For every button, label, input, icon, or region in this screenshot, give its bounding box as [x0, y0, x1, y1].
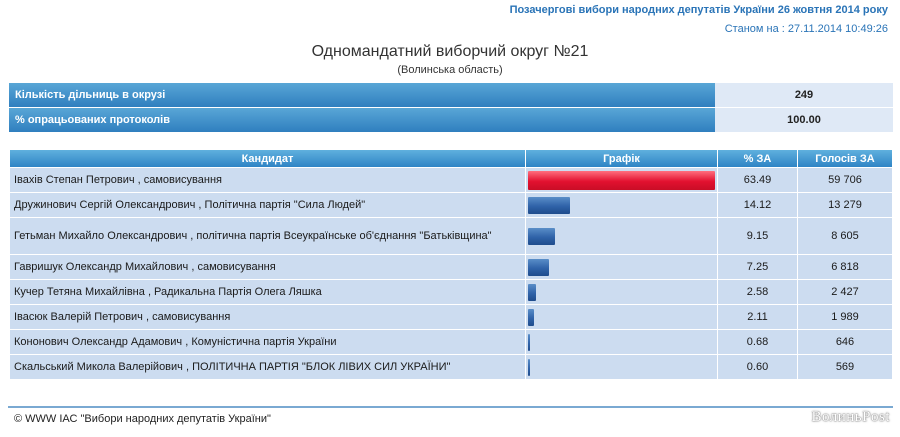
vote-bar — [528, 358, 531, 376]
candidate-cell: Дружинович Сергій Олександрович , Політи… — [10, 193, 525, 217]
column-header-graph: Графік — [526, 150, 717, 167]
percent-cell: 14.12 — [718, 193, 797, 217]
graph-cell — [526, 218, 717, 254]
vote-bar — [528, 170, 715, 190]
vote-bar — [528, 333, 531, 351]
candidate-name: Гавришук Олександр Михайлович — [14, 261, 189, 273]
candidate-cell: Івахів Степан Петрович , самовисування — [10, 168, 525, 192]
candidate-name: Івахів Степан Петрович — [14, 174, 135, 186]
votes-cell: 569 — [798, 355, 892, 379]
votes-cell: 13 279 — [798, 193, 892, 217]
summary-value: 249 — [715, 83, 893, 107]
percent-cell: 0.68 — [718, 330, 797, 354]
watermark-logo: ВолиньPost — [811, 409, 890, 425]
candidate-cell: Івасюк Валерій Петрович , самовисування — [10, 305, 525, 329]
candidate-name: Кучер Тетяна Михайлівна — [14, 286, 145, 298]
percent-cell: 2.58 — [718, 280, 797, 304]
candidate-cell: Кононович Олександр Адамович , Комуністи… — [10, 330, 525, 354]
candidate-name: Дружинович Сергій Олександрович — [14, 199, 196, 211]
status-timestamp: Станом на : 27.11.2014 10:49:26 — [724, 23, 888, 35]
candidate-party: , Комуністична партія України — [185, 336, 337, 348]
summary-value: 100.00 — [715, 108, 893, 132]
summary-row-stations: Кількість дільниць в окрузі 249 — [9, 83, 893, 107]
percent-cell: 63.49 — [718, 168, 797, 192]
column-header-candidate[interactable]: Кандидат — [10, 150, 525, 167]
candidate-name: Скальський Микола Валерійович — [14, 361, 183, 373]
candidate-cell: Гавришук Олександр Михайлович , самовису… — [10, 255, 525, 279]
graph-cell — [526, 305, 717, 329]
percent-cell: 9.15 — [718, 218, 797, 254]
graph-cell — [526, 168, 717, 192]
graph-cell — [526, 355, 717, 379]
election-title: Позачергові вибори народних депутатів Ук… — [509, 4, 888, 16]
candidate-cell: Кучер Тетяна Михайлівна , Радикальна Пар… — [10, 280, 525, 304]
vote-bar — [528, 258, 550, 276]
table-row: Скальський Микола Валерійович , ПОЛІТИЧН… — [10, 355, 892, 379]
percent-cell: 0.60 — [718, 355, 797, 379]
candidate-cell: Гетьман Михайло Олександрович , політичн… — [10, 218, 525, 254]
candidate-party: , Радикальна Партія Олега Ляшка — [147, 286, 322, 298]
votes-cell: 646 — [798, 330, 892, 354]
column-header-votes[interactable]: Голосів ЗА — [798, 150, 892, 167]
table-row: Кононович Олександр Адамович , Комуністи… — [10, 330, 892, 354]
table-row: Дружинович Сергій Олександрович , Політи… — [10, 193, 892, 217]
candidate-party: , політична партія Всеукраїнське об'єдна… — [190, 230, 492, 242]
percent-cell: 2.11 — [718, 305, 797, 329]
vote-bar — [528, 196, 570, 214]
candidate-cell: Скальський Микола Валерійович , ПОЛІТИЧН… — [10, 355, 525, 379]
candidate-party: , самовисування — [137, 174, 222, 186]
summary-table: Кількість дільниць в окрузі 249 % опраць… — [9, 82, 893, 133]
table-row: Кучер Тетяна Михайлівна , Радикальна Пар… — [10, 280, 892, 304]
summary-label: % опрацьованих протоколів — [9, 108, 715, 132]
results-table: Кандидат Графік % ЗА Голосів ЗА Івахів С… — [9, 149, 893, 380]
graph-cell — [526, 193, 717, 217]
votes-cell: 2 427 — [798, 280, 892, 304]
footer-divider — [8, 406, 893, 408]
candidate-name: Івасюк Валерій Петрович — [14, 311, 143, 323]
graph-cell — [526, 280, 717, 304]
percent-cell: 7.25 — [718, 255, 797, 279]
district-title: Одномандатний виборчий округ №21 — [311, 43, 589, 60]
vote-bar — [528, 308, 535, 326]
footer-copyright: © WWW ІАС "Вибори народних депутатів Укр… — [14, 413, 271, 425]
candidate-party: , самовисування — [145, 311, 231, 323]
table-row: Івасюк Валерій Петрович , самовисування … — [10, 305, 892, 329]
votes-cell: 6 818 — [798, 255, 892, 279]
candidate-name: Кононович Олександр Адамович — [14, 336, 183, 348]
candidate-party: , Політична партія "Сила Людей" — [198, 199, 366, 211]
vote-bar — [528, 227, 555, 245]
votes-cell: 59 706 — [798, 168, 892, 192]
candidate-party: , ПОЛІТИЧНА ПАРТІЯ "БЛОК ЛІВИХ СИЛ УКРАЇ… — [185, 361, 451, 373]
district-region: (Волинська область) — [397, 64, 503, 76]
votes-cell: 1 989 — [798, 305, 892, 329]
results-header-row: Кандидат Графік % ЗА Голосів ЗА — [10, 150, 892, 167]
table-row: Гавришук Олександр Михайлович , самовису… — [10, 255, 892, 279]
table-row: Гетьман Михайло Олександрович , політичн… — [10, 218, 892, 254]
summary-label: Кількість дільниць в окрузі — [9, 83, 715, 107]
summary-row-protocols: % опрацьованих протоколів 100.00 — [9, 108, 893, 132]
table-row: Івахів Степан Петрович , самовисування 6… — [10, 168, 892, 192]
column-header-percent[interactable]: % ЗА — [718, 150, 797, 167]
vote-bar — [528, 283, 536, 301]
graph-cell — [526, 330, 717, 354]
candidate-party: , самовисування — [191, 261, 276, 273]
candidate-name: Гетьман Михайло Олександрович — [14, 230, 188, 242]
votes-cell: 8 605 — [798, 218, 892, 254]
graph-cell — [526, 255, 717, 279]
